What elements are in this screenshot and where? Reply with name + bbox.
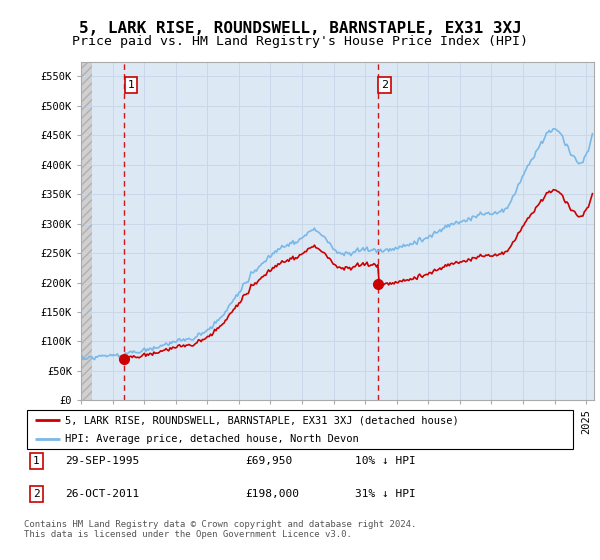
Text: 5, LARK RISE, ROUNDSWELL, BARNSTAPLE, EX31 3XJ (detached house): 5, LARK RISE, ROUNDSWELL, BARNSTAPLE, EX…	[65, 415, 459, 425]
Text: 5, LARK RISE, ROUNDSWELL, BARNSTAPLE, EX31 3XJ: 5, LARK RISE, ROUNDSWELL, BARNSTAPLE, EX…	[79, 21, 521, 36]
Text: £69,950: £69,950	[245, 456, 292, 466]
Bar	[81, 62, 92, 400]
Text: 2: 2	[33, 489, 40, 500]
Text: Contains HM Land Registry data © Crown copyright and database right 2024.
This d: Contains HM Land Registry data © Crown c…	[24, 520, 416, 539]
Text: 31% ↓ HPI: 31% ↓ HPI	[355, 489, 416, 500]
Text: Price paid vs. HM Land Registry's House Price Index (HPI): Price paid vs. HM Land Registry's House …	[72, 35, 528, 48]
Text: £198,000: £198,000	[245, 489, 299, 500]
Text: 26-OCT-2011: 26-OCT-2011	[65, 489, 140, 500]
Text: HPI: Average price, detached house, North Devon: HPI: Average price, detached house, Nort…	[65, 435, 359, 445]
FancyBboxPatch shape	[27, 410, 573, 449]
Text: 2: 2	[381, 80, 388, 90]
Text: 1: 1	[128, 80, 134, 90]
Text: 29-SEP-1995: 29-SEP-1995	[65, 456, 140, 466]
Bar	[81, 62, 92, 400]
Text: 1: 1	[33, 456, 40, 466]
Text: 10% ↓ HPI: 10% ↓ HPI	[355, 456, 416, 466]
